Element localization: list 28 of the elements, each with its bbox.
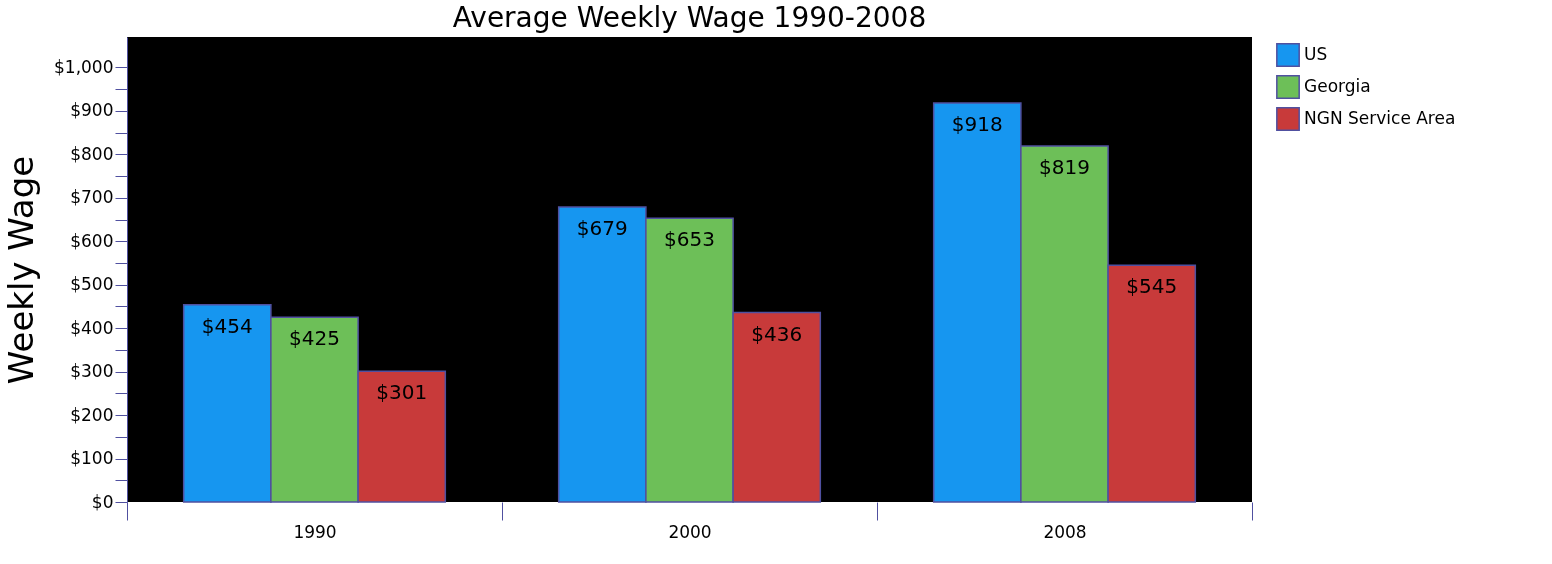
text: $425 xyxy=(289,326,340,351)
legend-label: US xyxy=(1304,44,1328,64)
y-tick-label: $800 xyxy=(70,143,114,164)
text: $454 xyxy=(201,313,253,338)
x-tick-label: 2000 xyxy=(668,521,712,542)
x-tick-label: 1990 xyxy=(293,521,337,542)
y-tick-label: $400 xyxy=(70,317,114,338)
y-tick-label: $700 xyxy=(70,187,114,208)
y-tick-label: $900 xyxy=(70,100,114,121)
y-tick-label: $100 xyxy=(70,448,114,469)
y-tick-label: $200 xyxy=(70,404,114,425)
text: $679 xyxy=(576,215,628,240)
y-axis-title: Weekly Wage xyxy=(1,155,42,385)
text: $436 xyxy=(751,321,803,346)
x-tick-label: 2008 xyxy=(1043,521,1087,542)
text: $545 xyxy=(1126,274,1178,299)
y-tick-label: $300 xyxy=(70,361,114,382)
text: $819 xyxy=(1039,155,1090,180)
legend-label: Georgia xyxy=(1304,76,1371,96)
chart-title: Average Weekly Wage 1990-2008 xyxy=(452,1,927,34)
y-tick-label: $500 xyxy=(70,274,114,295)
text: $301 xyxy=(376,380,428,405)
text: $918 xyxy=(951,112,1003,137)
y-tick-label: $1,000 xyxy=(54,56,114,77)
legend-label: NGN Service Area xyxy=(1304,108,1456,128)
y-tick-label: $600 xyxy=(70,230,114,251)
text: $653 xyxy=(664,227,715,252)
y-tick-label: $0 xyxy=(91,491,114,512)
